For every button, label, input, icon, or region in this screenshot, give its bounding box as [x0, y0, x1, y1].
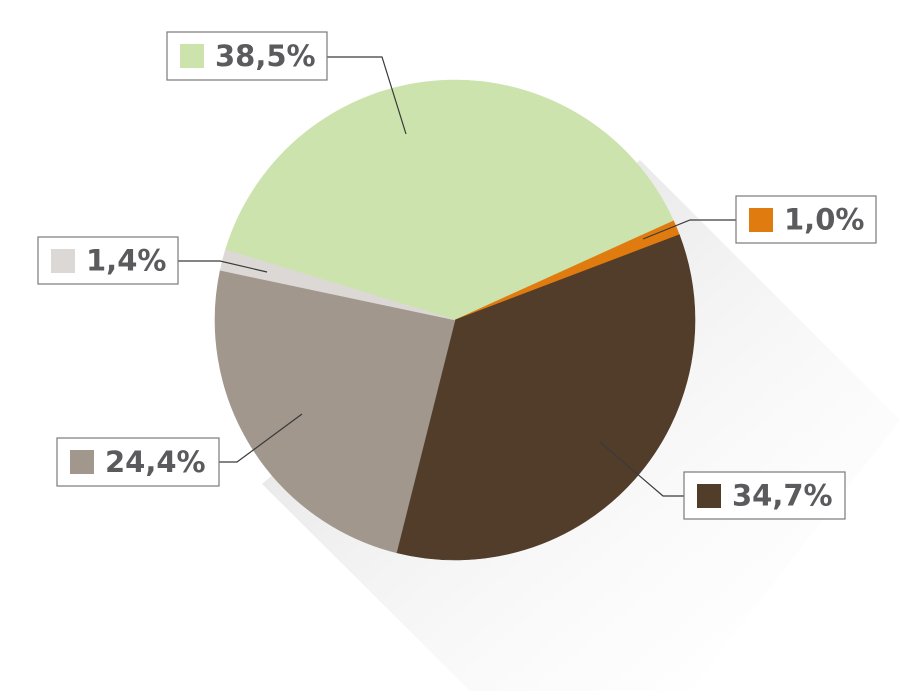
- data-label: 1,4%: [37, 236, 179, 285]
- label-leader-line: [327, 56, 407, 135]
- data-label: 34,7%: [683, 471, 846, 520]
- legend-swatch: [749, 208, 773, 232]
- pie-slice: [225, 79, 674, 321]
- pie-slice: [396, 234, 696, 561]
- data-label: 1,0%: [735, 195, 877, 244]
- data-label-text: 38,5%: [215, 39, 316, 73]
- pie-slice: [214, 269, 456, 554]
- data-label-text: 24,4%: [105, 445, 206, 479]
- legend-swatch: [51, 249, 75, 273]
- legend-swatch: [180, 44, 204, 68]
- label-leader-line: [178, 260, 268, 273]
- legend-swatch: [697, 484, 721, 508]
- data-label-text: 1,4%: [86, 244, 166, 278]
- label-leader-line: [599, 441, 684, 497]
- data-label-text: 34,7%: [732, 479, 833, 513]
- data-label: 24,4%: [56, 437, 220, 487]
- pie-slice: [219, 249, 456, 321]
- label-leader-line: [219, 413, 303, 463]
- legend-swatch: [70, 450, 94, 474]
- data-label-text: 1,0%: [784, 203, 864, 237]
- label-leader-line: [642, 219, 736, 240]
- data-label: 38,5%: [166, 31, 328, 81]
